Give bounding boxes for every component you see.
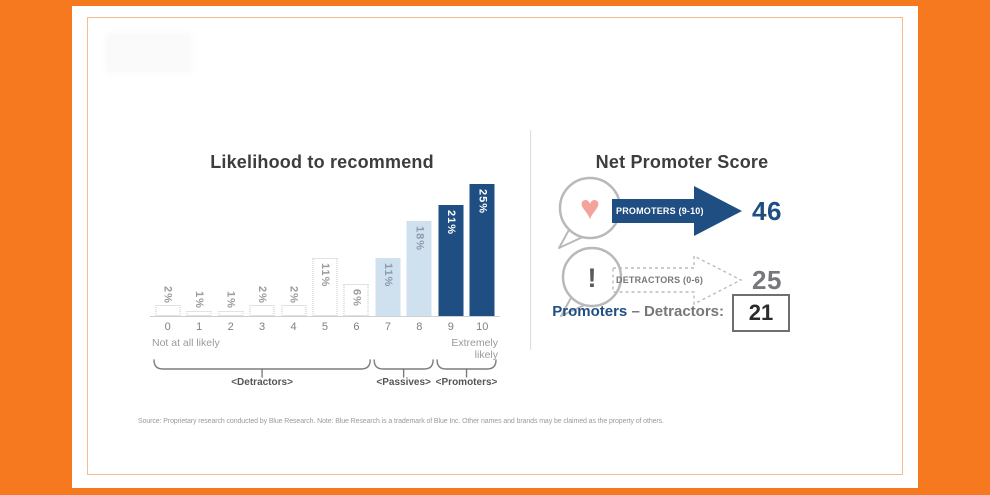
bar-column: 1% (215, 184, 246, 316)
x-tick-label: 3 (259, 321, 266, 333)
bar-8 (406, 220, 432, 316)
source-note: Source: Proprietary research conducted b… (138, 418, 664, 425)
promoters-score: 46 (752, 196, 782, 226)
axis-caption-right: Extremely likely (451, 337, 498, 362)
nps-formula: Promoters – Detractors: (492, 303, 724, 320)
bar-value-label: 2% (287, 285, 300, 304)
x-tick-label: 10 (476, 321, 489, 333)
bar-value-label: 6% (350, 289, 363, 308)
x-tick-label: 1 (196, 321, 203, 333)
faded-logo (105, 32, 193, 74)
nps-result-box: 21 (732, 294, 790, 332)
bar-column: 25% (467, 184, 498, 316)
bar-value-label: 18% (413, 225, 426, 251)
bar-value-label: 11% (318, 262, 331, 288)
bar-0 (155, 305, 181, 316)
bar-column: 6% (341, 184, 372, 316)
group-label: <Passives> (376, 377, 431, 388)
bar-4 (281, 305, 307, 316)
group-label: <Detractors> (231, 377, 293, 388)
formula-detractors-label: – Detractors: (631, 303, 724, 320)
bar-value-label: 1% (193, 290, 206, 309)
group-brace (153, 359, 371, 370)
slide-canvas: Likelihood to recommend 2% 1% 1% 2% 2% 11% 6% 1… (72, 6, 918, 488)
bar-column: 2% (152, 184, 183, 316)
bar-column: 18% (404, 184, 435, 316)
bar-column: 11% (309, 184, 340, 316)
bar-1 (186, 310, 212, 316)
bar-value-label: 21% (444, 210, 457, 236)
x-tick-label: 7 (384, 321, 391, 333)
bar-column: 1% (183, 184, 214, 316)
x-axis-ticks: 0 1 2 3 4 5 6 7 8 9 10 (152, 321, 498, 335)
group-label: <Promoters> (435, 377, 498, 388)
x-tick-label: 5 (321, 321, 329, 333)
group-braces (153, 359, 497, 378)
x-tick-label: 4 (290, 321, 297, 333)
chart-title: Likelihood to recommend (210, 152, 434, 172)
x-tick-label: 9 (447, 321, 454, 333)
bar-5 (312, 257, 338, 316)
nps-title: Net Promoter Score (595, 152, 769, 172)
bar-6 (343, 284, 369, 316)
x-axis-line (150, 316, 500, 317)
x-tick-label: 6 (353, 321, 360, 333)
bar-9 (438, 205, 464, 316)
bar-7 (375, 257, 401, 316)
detractors-arrow: DETRACTORS (0-6) (612, 255, 744, 305)
bar-value-label: 1% (224, 290, 237, 309)
detractors-arrow-label: DETRACTORS (0-6) (616, 275, 704, 285)
formula-promoters-label: Promoters (552, 303, 628, 320)
promoters-arrow-label: PROMOTERS (9-10) (616, 206, 704, 216)
detractors-speech-bubble: ! (556, 242, 632, 326)
bar-10 (469, 184, 495, 316)
exclamation-icon: ! (587, 262, 597, 293)
axis-caption-left: Not at all likely (152, 337, 220, 349)
promoters-arrow: PROMOTERS (9-10) (612, 186, 744, 236)
detractors-score: 25 (752, 265, 782, 295)
bar-column: 2% (246, 184, 277, 316)
section-divider (530, 130, 531, 350)
bar-column: 21% (435, 184, 466, 316)
bar-2 (218, 310, 244, 316)
x-tick-label: 2 (227, 321, 234, 333)
bar-value-label: 11% (381, 262, 394, 288)
group-brace (436, 359, 497, 370)
x-tick-label: 8 (416, 321, 423, 333)
heart-icon: ♥ (579, 189, 601, 227)
group-brace (373, 359, 434, 370)
bar-chart-plot: 2% 1% 1% 2% 2% 11% 6% 11% 18% 21% 25% (152, 184, 498, 316)
bar-value-label: 2% (161, 285, 174, 304)
bar-value-label: 25% (476, 189, 489, 215)
bar-column: 11% (372, 184, 403, 316)
bar-value-label: 2% (256, 285, 269, 304)
bar-column: 2% (278, 184, 309, 316)
x-tick-label: 0 (164, 321, 171, 333)
bar-3 (249, 305, 275, 316)
